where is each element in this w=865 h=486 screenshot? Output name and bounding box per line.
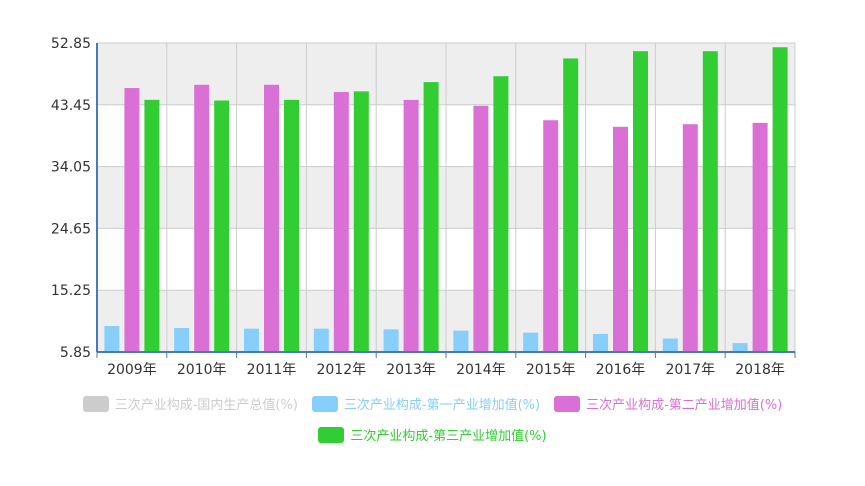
bar-series-3-9[interactable] [772,47,788,352]
bar-series-3-8[interactable] [702,51,718,353]
y-tick-label: 5.85 [60,345,91,361]
bar-series-2-6[interactable] [543,120,559,352]
bar-series-3-2[interactable] [284,99,299,353]
y-axis-tick-labels: 5.85 15.25 24.65 34.05 43.45 52.85 [51,36,91,361]
legend-item-secondary[interactable]: 三次产业构成-第二产业增加值(%) [554,394,782,413]
legend-label-secondary: 三次产业构成-第二产业增加值(%) [586,398,783,413]
bar-series-1-1[interactable] [174,328,190,352]
bar-series-3-7[interactable] [633,51,648,353]
bar-series-3-3[interactable] [353,91,369,353]
legend-item-tertiary[interactable]: 三次产业构成-第三产业增加值(%) [318,425,547,444]
x-tick-label: 2011年 [247,362,297,378]
x-tick-label: 2015年 [526,362,576,378]
legend-swatch-primary [311,395,338,412]
bar-series-2-1[interactable] [194,84,210,353]
legend-row-1: 三次产业构成-国内生产总值(%) 三次产业构成-第一产业增加值(%) 三次产业构… [0,394,865,413]
bar-series-1-3[interactable] [313,328,329,352]
legend-swatch-secondary [554,395,581,412]
legend-swatch-gdp [82,395,109,412]
x-tick-label: 2016年 [596,362,646,378]
legend-label-tertiary: 三次产业构成-第三产业增加值(%) [350,429,547,444]
legend-label-primary: 三次产业构成-第一产业增加值(%) [343,398,541,413]
bar-series-3-1[interactable] [214,100,230,352]
bar-chart: 5.85 15.25 24.65 34.05 43.45 52.85 2009年 2010年… [51,36,796,378]
x-axis-tick-labels: 2009年 2010年 2011年 2012年 2013年 2014年 2015年 2016年… [107,362,785,378]
bar-series-1-6[interactable] [523,332,539,352]
y-tick-label: 52.85 [51,36,91,52]
x-tick-label: 2018年 [735,362,785,378]
x-tick-label: 2017年 [665,362,715,378]
x-tick-label: 2014年 [456,362,506,378]
bar-series-3-6[interactable] [563,58,579,352]
bar-series-2-2[interactable] [264,84,279,353]
legend-swatch-tertiary [318,426,345,443]
x-tick-label: 2010年 [177,362,227,378]
y-tick-label: 24.65 [51,221,91,237]
bar-series-2-7[interactable] [613,126,628,353]
bar-series-2-4[interactable] [403,99,419,353]
bar-series-1-9[interactable] [732,343,748,352]
bar-series-2-0[interactable] [124,88,140,353]
x-tick-label: 2009年 [107,362,157,378]
legend: 三次产业构成-国内生产总值(%) 三次产业构成-第一产业增加值(%) 三次产业构… [0,394,865,456]
bar-series-3-5[interactable] [493,76,509,353]
legend-item-gdp[interactable]: 三次产业构成-国内生产总值(%) [82,394,298,413]
bar-series-3-0[interactable] [144,99,160,353]
bar-series-2-3[interactable] [333,91,349,352]
axes [96,43,796,358]
bar-series-1-8[interactable] [662,338,678,352]
bar-series-3-4[interactable] [423,82,439,352]
bar-series-1-7[interactable] [593,333,608,352]
y-tick-label: 43.45 [51,98,91,114]
legend-label-gdp: 三次产业构成-国内生产总值(%) [114,398,298,413]
bar-series-1-2[interactable] [244,328,259,352]
bar-series-2-8[interactable] [682,124,698,353]
legend-row-2: 三次产业构成-第三产业增加值(%) [0,425,865,444]
legend-item-primary[interactable]: 三次产业构成-第一产业增加值(%) [311,394,541,413]
bar-series-2-9[interactable] [752,122,768,352]
y-tick-label: 34.05 [51,160,91,176]
bar-series-2-5[interactable] [473,105,489,353]
bar-series-1-5[interactable] [453,330,469,352]
bar-series-1-4[interactable] [383,329,399,352]
bars [104,47,788,353]
x-tick-label: 2012年 [316,362,366,378]
y-tick-label: 15.25 [51,283,91,299]
bar-series-1-0[interactable] [104,326,120,352]
x-tick-label: 2013年 [386,362,436,378]
